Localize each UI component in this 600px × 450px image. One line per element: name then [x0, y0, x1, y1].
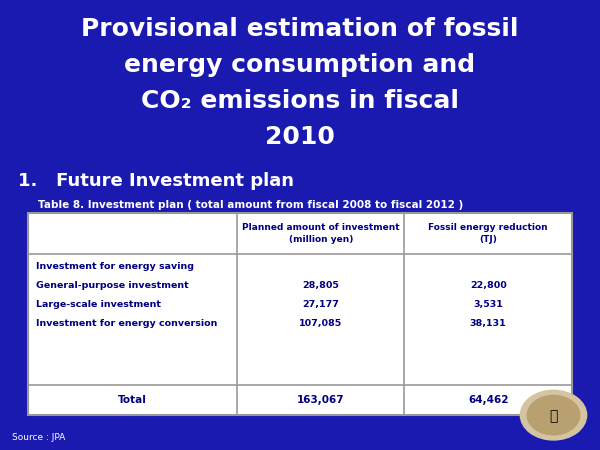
Text: 2010: 2010	[265, 125, 335, 149]
Bar	[28, 213, 572, 415]
Circle shape	[520, 390, 587, 440]
Text: 107,085: 107,085	[299, 319, 343, 328]
Text: 1.   Future Investment plan: 1. Future Investment plan	[18, 172, 294, 190]
Text: CO₂ emissions in fiscal: CO₂ emissions in fiscal	[141, 89, 459, 113]
Text: Fossil energy reduction
(TJ): Fossil energy reduction (TJ)	[428, 223, 548, 244]
Text: Source : JPA: Source : JPA	[12, 433, 65, 442]
Text: 28,805: 28,805	[302, 281, 340, 290]
Text: 64,462: 64,462	[468, 395, 508, 405]
Text: Provisional estimation of fossil: Provisional estimation of fossil	[81, 17, 519, 41]
Text: Investment for energy conversion: Investment for energy conversion	[36, 319, 217, 328]
Text: Large-scale investment: Large-scale investment	[36, 300, 161, 309]
Text: Investment for energy saving: Investment for energy saving	[36, 262, 194, 271]
Text: General-purpose investment: General-purpose investment	[36, 281, 189, 290]
Text: Total: Total	[118, 395, 147, 405]
Text: 163,067: 163,067	[297, 395, 345, 405]
Text: 🌲: 🌲	[550, 409, 557, 423]
Text: 22,800: 22,800	[470, 281, 506, 290]
Text: Planned amount of investment
(million yen): Planned amount of investment (million ye…	[242, 223, 400, 244]
Circle shape	[527, 396, 580, 435]
Text: 3,531: 3,531	[473, 300, 503, 309]
Text: 38,131: 38,131	[470, 319, 506, 328]
Text: 27,177: 27,177	[302, 300, 340, 309]
Text: energy consumption and: energy consumption and	[124, 53, 476, 77]
Text: Table 8. Investment plan ( total amount from fiscal 2008 to fiscal 2012 ): Table 8. Investment plan ( total amount …	[38, 200, 463, 210]
